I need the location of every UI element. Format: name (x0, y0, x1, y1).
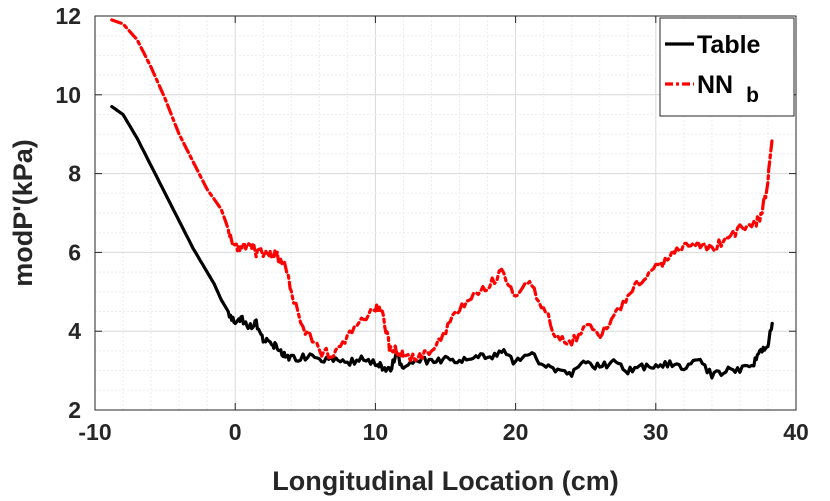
x-tick-label: 40 (783, 419, 809, 445)
x-tick-label: 30 (643, 419, 669, 445)
plot-frame (94, 15, 797, 411)
legend-label-table: Table (697, 31, 761, 59)
legend-label-nn-subscript: b (746, 84, 759, 107)
legend-box (659, 17, 795, 117)
series-line-table (110, 104, 774, 380)
legend-label-nn-b: NN b (697, 71, 759, 107)
series-layer (110, 18, 774, 380)
x-tick-label: 20 (503, 419, 529, 445)
ticks: -10 0 10 20 30 40 2 4 6 8 10 12 (55, 3, 808, 445)
x-tick-label: 0 (229, 419, 242, 445)
x-tick-label: -10 (78, 419, 111, 445)
legend-label-nn-base: NN (697, 71, 733, 99)
series-line-nn-b (110, 18, 774, 363)
y-tick-label: 12 (55, 3, 81, 29)
y-tick-label: 2 (68, 397, 81, 423)
y-tick-label: 4 (68, 318, 81, 344)
y-tick-label: 8 (68, 161, 81, 187)
y-axis-title: modP'(kPa) (8, 139, 38, 286)
y-tick-label: 10 (55, 82, 81, 108)
y-tick-label: 6 (68, 239, 81, 265)
x-tick-label: 10 (363, 419, 389, 445)
x-axis-title: Longitudinal Location (cm) (272, 466, 618, 496)
legend: Table NN b (659, 17, 795, 117)
